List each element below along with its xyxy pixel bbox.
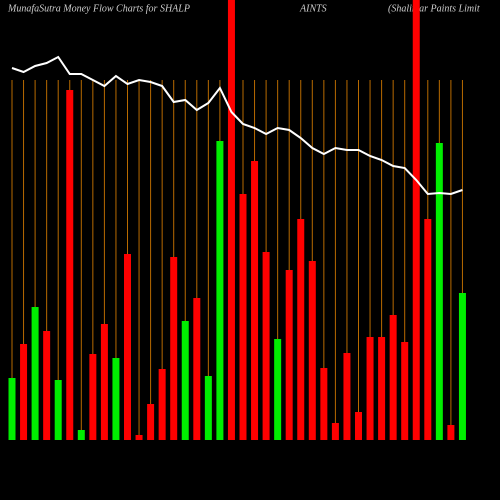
bar — [262, 252, 270, 440]
bar — [331, 423, 339, 440]
chart-title: AINTS — [299, 3, 327, 14]
bar — [285, 270, 293, 440]
bar — [66, 90, 74, 440]
bar — [447, 425, 455, 440]
bar — [239, 194, 247, 440]
bar — [355, 412, 362, 440]
bar — [216, 141, 224, 440]
bar — [297, 219, 305, 440]
bar — [274, 339, 282, 440]
bar — [227, 0, 235, 440]
bar — [435, 143, 443, 440]
bar — [135, 435, 143, 440]
bar — [424, 219, 432, 440]
bar — [251, 161, 259, 440]
bar — [43, 331, 51, 440]
chart-title: (Shalimar Paints Limit — [388, 3, 480, 14]
bar — [193, 298, 201, 440]
bar — [158, 369, 166, 440]
bar — [112, 358, 120, 440]
bar — [389, 315, 397, 440]
bar — [89, 354, 97, 440]
bar — [204, 376, 212, 440]
bar — [100, 324, 108, 440]
bar — [378, 337, 386, 440]
bar — [31, 307, 39, 440]
bar — [458, 293, 466, 440]
bar — [401, 342, 409, 440]
bar — [54, 380, 62, 440]
bar — [366, 337, 374, 440]
money-flow-line — [11, 55, 463, 196]
bar — [343, 353, 351, 440]
bar — [181, 321, 189, 440]
bar — [8, 378, 16, 440]
bar — [170, 257, 178, 440]
bar — [320, 368, 328, 440]
bar — [77, 430, 85, 440]
bar — [20, 344, 28, 440]
chart-title: MunafaSutra Money Flow Charts for SHALP — [7, 3, 190, 14]
bar — [124, 254, 131, 440]
bar — [412, 0, 420, 440]
bar — [147, 404, 155, 440]
bar — [308, 261, 316, 440]
